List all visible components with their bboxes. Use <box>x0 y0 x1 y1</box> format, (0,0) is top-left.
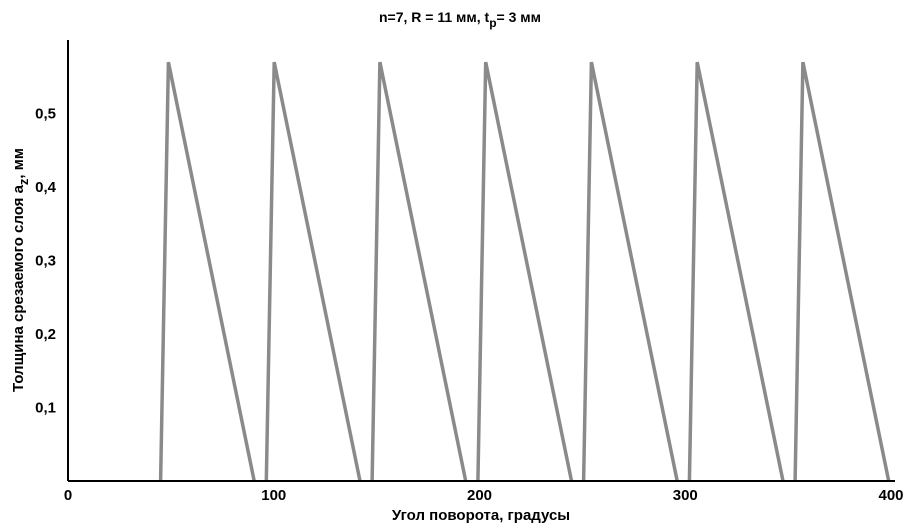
y-axis-label-main: Толщина срезаемого слоя a <box>10 184 27 392</box>
x-tick-label: 300 <box>673 487 698 504</box>
y-tick-label: 0,4 <box>35 179 57 196</box>
x-tick-label: 100 <box>261 487 286 504</box>
x-tick-label: 200 <box>467 487 492 504</box>
series-line-tooth-3 <box>370 61 468 482</box>
series-line-tooth-4 <box>476 61 574 482</box>
series-line-tooth-6 <box>687 61 785 482</box>
chart-title-tail: = 3 мм <box>497 9 541 25</box>
series-line-tooth-5 <box>581 61 679 482</box>
x-tick-labels: 0 100 200 300 400 <box>64 487 904 504</box>
y-tick-label: 0,2 <box>35 326 56 343</box>
x-tick-label: 0 <box>64 487 72 504</box>
x-tick-label: 400 <box>878 487 903 504</box>
plot-area <box>158 61 891 482</box>
x-axis-label: Угол поворота, градусы <box>392 507 570 524</box>
y-tick-label: 0,5 <box>35 106 56 123</box>
y-axis-label: Толщина срезаемого слоя az, мм <box>10 148 31 392</box>
y-tick-label: 0,1 <box>35 400 56 417</box>
y-axis-label-subscript: z <box>16 178 31 185</box>
y-tick-labels: 0,1 0,2 0,3 0,4 0,5 <box>35 106 57 417</box>
chart-title-main: n=7, R = 11 мм, t <box>379 9 490 25</box>
series-line-tooth-1 <box>158 61 256 482</box>
chart-title-subscript: p <box>489 16 496 30</box>
series-line-tooth-7 <box>793 61 891 482</box>
y-tick-label: 0,3 <box>35 253 56 270</box>
y-axis-label-tail: , мм <box>10 148 27 179</box>
chart-title: n=7, R = 11 мм, tp= 3 мм <box>379 9 541 30</box>
series-line-tooth-2 <box>264 61 362 482</box>
